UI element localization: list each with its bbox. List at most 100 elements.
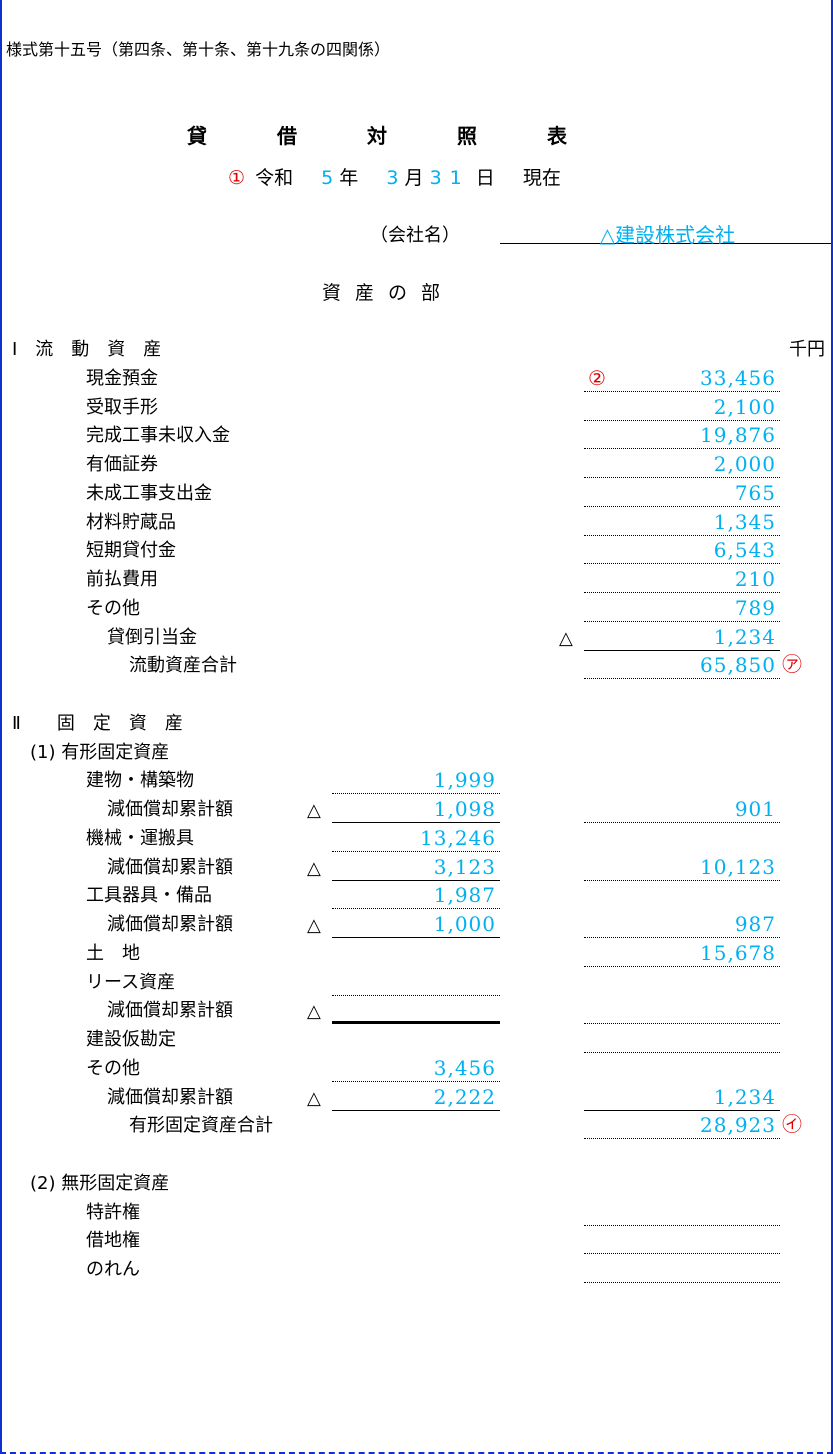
right-amount-field[interactable]: 2,100	[584, 395, 780, 421]
mid-amount-field[interactable]: 1,999	[332, 768, 500, 795]
table-row: 有形固定資産合計 28,923 ㋑	[2, 1110, 831, 1140]
row-label: 未成工事支出金	[86, 482, 212, 504]
company-name[interactable]: △建設株式会社	[599, 223, 736, 247]
table-row: 短期貸付金 6,543	[2, 535, 831, 565]
right-amount-field[interactable]: 28,923	[584, 1113, 780, 1140]
annotation-marker: ㋐	[782, 652, 802, 677]
table-row	[2, 679, 831, 708]
table-row: 有価証券 2,000	[2, 449, 831, 478]
row-label: 短期貸付金	[86, 540, 176, 562]
row-label: 材料貯蔵品	[86, 511, 176, 533]
row-label: 流動資産合計	[129, 655, 237, 677]
table-row: 建物・構築物 1,999	[2, 765, 831, 795]
table-row: 現金預金 33,456 ②	[2, 363, 831, 392]
right-amount-field[interactable]: 10,123	[584, 855, 780, 881]
row-label: 減価償却累計額	[107, 1000, 233, 1022]
right-amount-field[interactable]: 1,234	[584, 625, 780, 651]
row-label: 減価償却累計額	[107, 856, 233, 878]
row-label: Ⅱ 固 定 資 産	[12, 712, 183, 734]
annotation-marker-1: ①	[228, 167, 246, 189]
mid-amount-field[interactable]: 3,123	[332, 855, 500, 881]
row-label: 借地権	[86, 1230, 140, 1252]
row-label: Ⅰ 流 動 資 産	[12, 339, 162, 360]
deduction-triangle: △	[307, 800, 321, 821]
title-char: 対	[367, 124, 387, 148]
right-amount-field[interactable]	[584, 1027, 780, 1053]
date-era: 令和	[255, 167, 294, 189]
title-char: 借	[277, 124, 297, 148]
title-char: 照	[457, 124, 477, 148]
mid-amount-field[interactable]	[332, 998, 500, 1025]
row-label: 建物・構築物	[86, 770, 194, 792]
table-row: 減価償却累計額 △	[2, 995, 831, 1025]
row-label: その他	[86, 1057, 140, 1079]
mid-amount-field[interactable]: 3,456	[332, 1056, 500, 1082]
right-amount-field[interactable]: 210	[584, 567, 780, 593]
section-title: 資産の部	[322, 282, 455, 304]
date-month[interactable]: 3	[386, 167, 399, 189]
table-row: 減価償却累計額 △ 3,123 10,123	[2, 852, 831, 881]
deduction-triangle: △	[307, 1087, 321, 1109]
date-day-unit: 日	[475, 167, 495, 189]
mid-amount-field[interactable]: 2,222	[332, 1085, 500, 1111]
table-row: 材料貯蔵品 1,345	[2, 507, 831, 536]
table-row	[2, 1139, 831, 1168]
deduction-triangle: △	[307, 857, 321, 879]
right-amount-field[interactable]	[584, 1257, 780, 1283]
deduction-triangle: △	[307, 1001, 321, 1023]
right-amount-field[interactable]: 33,456	[584, 366, 780, 392]
row-label: 受取手形	[86, 396, 158, 418]
table-row: 土 地 15,678	[2, 938, 831, 967]
row-label: 減価償却累計額	[107, 799, 233, 820]
right-amount-field[interactable]	[584, 1200, 780, 1226]
row-label: (1) 有形固定資産	[30, 741, 170, 763]
date-suffix: 現在	[522, 167, 561, 189]
table-row: 借地権	[2, 1225, 831, 1255]
right-amount-field[interactable]: 765	[584, 481, 780, 507]
table-row: (2) 無形固定資産	[2, 1168, 831, 1197]
right-amount-field[interactable]: 1,345	[584, 510, 780, 536]
row-label: 工具器具・備品	[86, 885, 212, 907]
table-row: 減価償却累計額 △ 1,098 901	[2, 794, 831, 823]
table-row: 未成工事支出金 765	[2, 478, 831, 507]
right-amount-field[interactable]: 65,850	[584, 653, 780, 680]
date-year-unit: 年	[339, 167, 359, 189]
right-amount-field[interactable]: 789	[584, 596, 780, 622]
title-char: 表	[547, 124, 567, 148]
form-number: 様式第十五号（第四条、第十条、第十九条の四関係）	[6, 40, 391, 59]
company-label: （会社名）	[370, 225, 460, 246]
table-row: Ⅰ 流 動 資 産 千円	[2, 334, 831, 363]
as-of-date: ① 令和 5 年 3 月 31 日 現在	[228, 163, 565, 190]
table-row: 貸倒引当金 △ 1,234	[2, 622, 831, 651]
date-year[interactable]: 5	[321, 167, 334, 189]
row-label: その他	[86, 597, 140, 619]
row-label: 特許権	[86, 1201, 140, 1223]
title-char: 貸	[187, 124, 207, 148]
right-amount-field[interactable]	[584, 1228, 780, 1255]
right-amount-field[interactable]: 6,543	[584, 538, 780, 565]
right-amount-field[interactable]: 987	[584, 912, 780, 938]
document-title: 貸 借 対 照 表	[187, 120, 567, 149]
table-row: 完成工事未収入金 19,876	[2, 420, 831, 450]
right-amount-field[interactable]: 19,876	[584, 423, 780, 450]
mid-amount-field[interactable]: 1,000	[332, 912, 500, 938]
mid-amount-field[interactable]	[332, 970, 500, 996]
right-amount-field[interactable]: 2,000	[584, 452, 780, 478]
right-amount-field[interactable]: 901	[584, 797, 780, 823]
unit-label: 千円	[789, 339, 825, 360]
mid-amount-field[interactable]: 1,098	[332, 797, 500, 823]
right-amount-field[interactable]: 1,234	[584, 1085, 780, 1111]
right-amount-field[interactable]	[584, 998, 780, 1025]
row-label: 機械・運搬具	[86, 827, 194, 849]
table-row: その他 789	[2, 593, 831, 622]
right-amount-field[interactable]: 15,678	[584, 941, 780, 967]
mid-amount-field[interactable]: 13,246	[332, 826, 500, 852]
table-row: 特許権	[2, 1197, 831, 1226]
date-day[interactable]: 31	[429, 167, 470, 189]
mid-amount-field[interactable]: 1,987	[332, 883, 500, 910]
table-row: 前払費用 210	[2, 564, 831, 593]
annotation-marker-2: ②	[588, 365, 606, 390]
deduction-triangle: △	[307, 915, 321, 936]
row-label: 有価証券	[86, 454, 158, 475]
